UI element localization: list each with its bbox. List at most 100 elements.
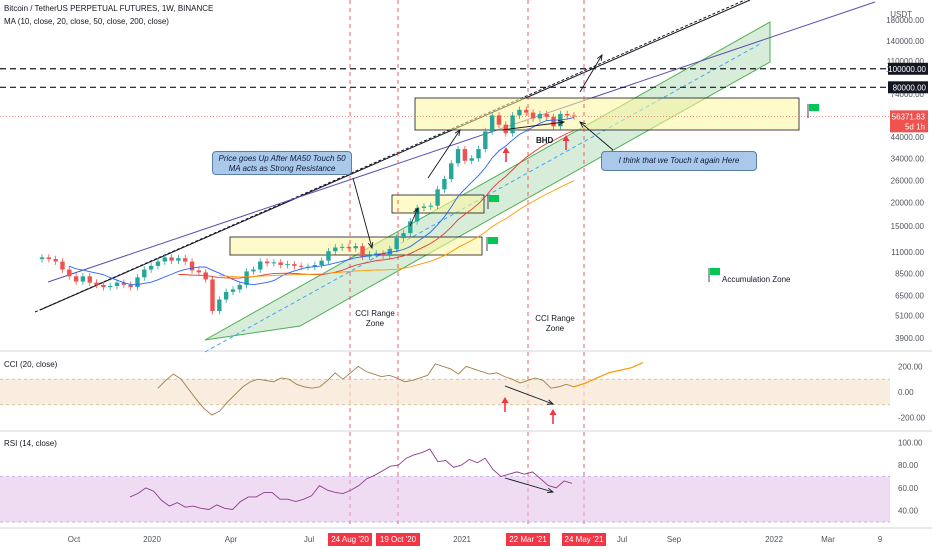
price-tick: 44000.00 xyxy=(891,133,925,142)
candle-body xyxy=(401,233,406,239)
pointer-arrow-touch-head xyxy=(579,121,586,128)
candle xyxy=(442,175,447,193)
candle xyxy=(564,110,570,119)
rsi-divergence-arrow xyxy=(504,477,554,493)
candle-timer: 5d 1h xyxy=(905,122,925,131)
candle xyxy=(278,259,283,269)
candle-body xyxy=(326,251,331,261)
price-tick: 6500.00 xyxy=(895,292,924,301)
candle xyxy=(353,242,358,252)
badge-80k-bg xyxy=(888,81,928,94)
date-badge-bg xyxy=(376,533,420,546)
cci-up-arrow-1-head xyxy=(501,397,509,403)
candle xyxy=(258,258,263,273)
candle-body xyxy=(510,115,515,134)
candle-body xyxy=(251,269,256,272)
cci-zone-label-1: CCI Range Zone xyxy=(355,309,395,328)
candle-body xyxy=(333,247,338,252)
candle xyxy=(135,274,140,291)
price-tick: 74000.00 xyxy=(891,90,925,99)
time-tick: Oct xyxy=(68,535,81,544)
rsi-line xyxy=(129,448,573,510)
date-badge: 24 Aug '20 xyxy=(331,535,369,544)
cci-tick: 0.00 xyxy=(898,388,914,397)
flag-2 xyxy=(488,237,498,244)
candle-body xyxy=(360,246,365,257)
trendline-lower-dashed xyxy=(34,0,746,313)
candle xyxy=(183,254,188,265)
candle-body xyxy=(292,264,297,266)
candle xyxy=(530,109,536,122)
candle xyxy=(496,112,502,129)
candle-body xyxy=(503,124,508,134)
candle xyxy=(217,296,222,315)
date-badge: 22 Mar '21 xyxy=(509,535,547,544)
candle-body xyxy=(203,272,208,280)
candle xyxy=(148,262,154,273)
rsi-tick: 80.00 xyxy=(898,461,919,470)
candle-body xyxy=(169,257,174,261)
move-arrow-2 xyxy=(427,129,461,179)
candle xyxy=(121,279,127,289)
candle-body xyxy=(128,284,133,288)
projection-arrow xyxy=(579,54,603,93)
up-arrow-price-2-head xyxy=(562,135,570,141)
price-tick: 180000.00 xyxy=(886,16,924,25)
candle xyxy=(67,266,72,280)
candle-body xyxy=(87,276,92,283)
candle-body xyxy=(524,109,529,113)
candle-body xyxy=(80,276,86,282)
candle xyxy=(108,282,113,291)
candle xyxy=(230,286,236,296)
candle-body xyxy=(60,261,65,270)
candle xyxy=(510,112,515,137)
date-badge-bg xyxy=(562,533,606,546)
candle-body xyxy=(353,246,358,249)
candle xyxy=(312,261,318,271)
candle xyxy=(80,273,86,285)
last-price-badge: 56371.83 xyxy=(892,112,926,121)
candle-body xyxy=(380,253,386,256)
badge-80k: 80000.00 xyxy=(893,83,927,92)
candle-body xyxy=(67,269,72,277)
price-tick: 5100.00 xyxy=(895,312,924,321)
candle-body xyxy=(346,246,352,249)
candle xyxy=(142,266,147,281)
candle xyxy=(503,121,508,137)
candle xyxy=(374,250,379,258)
date-badge: 24 May '21 xyxy=(565,535,604,544)
bhd-label: BHD xyxy=(536,136,554,145)
rsi-band xyxy=(0,476,890,522)
accumulation-label: Accumulation Zone xyxy=(722,275,791,284)
time-tick: 2020 xyxy=(143,535,161,544)
cci-divergence-arrow-head xyxy=(546,399,555,405)
flag-legend xyxy=(710,268,720,275)
candle xyxy=(339,243,345,251)
candle-body xyxy=(237,284,242,290)
candle xyxy=(469,155,474,165)
time-tick: 2022 xyxy=(765,535,783,544)
candle-body xyxy=(39,257,45,260)
candle xyxy=(462,145,468,165)
candle-body xyxy=(442,178,447,190)
price-tick: 3900.00 xyxy=(895,334,924,343)
candle xyxy=(264,258,270,267)
candle xyxy=(428,202,433,210)
price-tick: 20000.00 xyxy=(891,198,925,207)
flag-1 xyxy=(489,195,499,202)
candle xyxy=(155,258,161,270)
ma-20-line xyxy=(178,130,575,279)
date-badge-bg xyxy=(328,533,372,546)
candle-body xyxy=(414,207,420,222)
price-tick: 15000.00 xyxy=(891,222,925,231)
move-arrow-1-head xyxy=(413,206,419,215)
candle-body xyxy=(94,282,99,285)
candle xyxy=(455,145,461,167)
candle xyxy=(237,281,242,293)
candle-body xyxy=(244,271,249,285)
candle-body xyxy=(435,189,440,206)
cci-tick: 200.00 xyxy=(898,362,923,371)
candle xyxy=(251,266,256,275)
candle-body xyxy=(114,282,120,286)
